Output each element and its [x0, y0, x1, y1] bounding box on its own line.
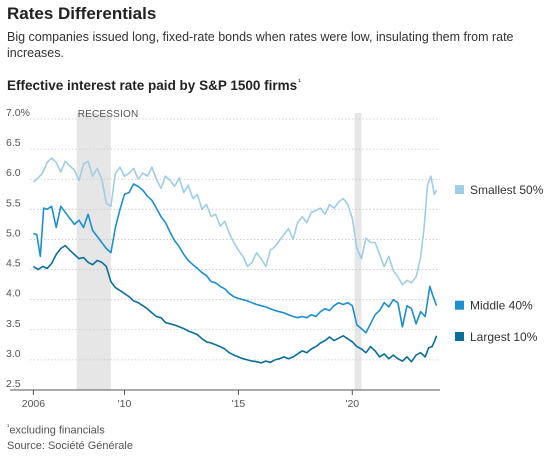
y-tick-label: 3.5 — [6, 318, 21, 330]
shaded-region-recession — [77, 113, 111, 390]
x-axis-ticks: 2006 '10 '15 '20 — [22, 390, 360, 410]
legend-swatch-smallest-50 — [455, 185, 464, 194]
legend-swatch-middle-40 — [455, 301, 464, 310]
x-tick-label: '20 — [345, 398, 359, 410]
y-tick-label: 2.5 — [6, 378, 21, 390]
y-tick-label: 5.5 — [6, 197, 21, 209]
shaded-regions: RECESSION — [77, 109, 362, 390]
legend: Smallest 50% Middle 40% Largest 10% — [455, 183, 544, 344]
y-tick-label: 4.5 — [6, 258, 21, 270]
x-tick-label: '15 — [232, 398, 246, 410]
y-tick-label: 5.0 — [6, 227, 21, 239]
y-tick-label: 3.0 — [6, 348, 21, 360]
legend-swatch-largest-10 — [455, 332, 464, 341]
y-tick-label: 7.0% — [6, 107, 30, 119]
y-axis-ticks: 7.0% 6.5 6.0 5.5 5.0 4.5 4.0 3.5 3.0 2.5 — [6, 107, 30, 390]
x-tick-label: '10 — [118, 398, 132, 410]
x-tick-label: 2006 — [22, 398, 46, 410]
footnote-text: excluding financials — [9, 425, 104, 437]
annotation-recession: RECESSION — [78, 109, 139, 120]
y-tick-label: 6.5 — [6, 137, 21, 149]
y-tick-label: 6.0 — [6, 167, 21, 179]
footnote: ¹excluding financials — [7, 424, 105, 437]
source-note: Source: Société Générale — [7, 440, 133, 452]
legend-label-smallest-50: Smallest 50% — [470, 183, 544, 197]
legend-label-middle-40: Middle 40% — [470, 299, 533, 313]
y-tick-label: 4.0 — [6, 288, 21, 300]
legend-label-largest-10: Largest 10% — [470, 330, 538, 344]
